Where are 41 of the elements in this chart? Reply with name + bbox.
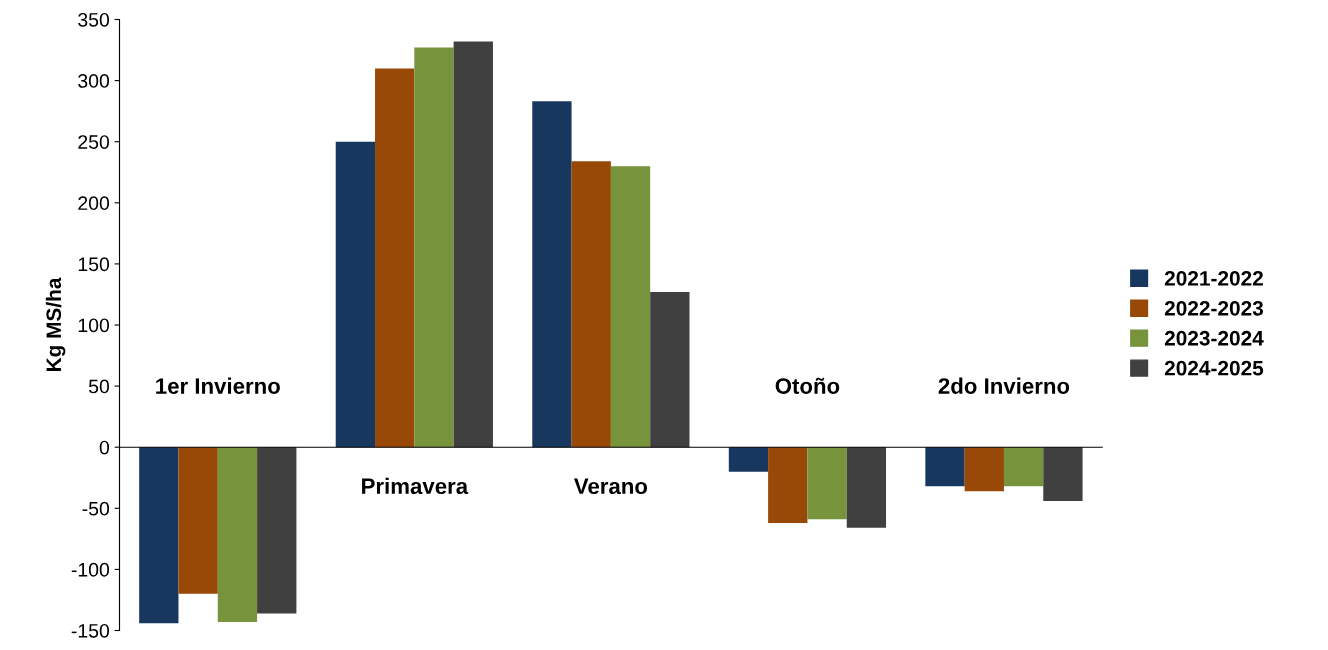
bar (375, 68, 415, 448)
bar (217, 447, 258, 622)
legend-label: 2022-2023 (1164, 300, 1264, 316)
bar (964, 447, 1004, 492)
bar (650, 292, 690, 448)
bar (453, 41, 493, 448)
y-tick-label: 200 (78, 196, 110, 211)
y-tick-label: -100 (71, 562, 110, 577)
legend-label: 2023-2024 (1164, 330, 1264, 346)
bar (846, 447, 887, 528)
legend-label: 2021-2022 (1164, 270, 1263, 286)
x-tick-label: Primavera (362, 477, 469, 495)
bar (1003, 447, 1044, 487)
legend-label: 2024-2025 (1164, 360, 1264, 376)
bar (807, 447, 847, 520)
y-axis-title: Kg MS/ha (45, 277, 66, 372)
y-tick-label: -50 (82, 501, 110, 516)
y-tick-label: 150 (78, 257, 110, 272)
bar (768, 447, 808, 523)
y-tick-label: -150 (71, 623, 110, 638)
y-tick-label: 350 (78, 12, 110, 27)
bar (571, 161, 611, 448)
y-tick-label: 250 (78, 135, 110, 149)
y-tick-label: 100 (78, 318, 110, 333)
x-tick-label: 1er Invierno (156, 377, 280, 394)
bar (335, 141, 376, 448)
x-tick-label: Verano (573, 478, 648, 495)
y-tick-label: 50 (88, 379, 110, 394)
x-tick-label: Otoño (775, 377, 840, 394)
x-tick-label: 2do Invierno (938, 377, 1070, 394)
y-tick-label: 0 (99, 440, 110, 455)
bar (532, 101, 572, 448)
bar (414, 47, 454, 448)
bar (728, 447, 769, 472)
y-tick-label: 300 (78, 74, 110, 88)
bar (1043, 447, 1083, 501)
bar (610, 166, 651, 448)
bar (925, 447, 965, 487)
bar (178, 447, 218, 594)
bar (257, 447, 297, 614)
bar (139, 447, 179, 624)
